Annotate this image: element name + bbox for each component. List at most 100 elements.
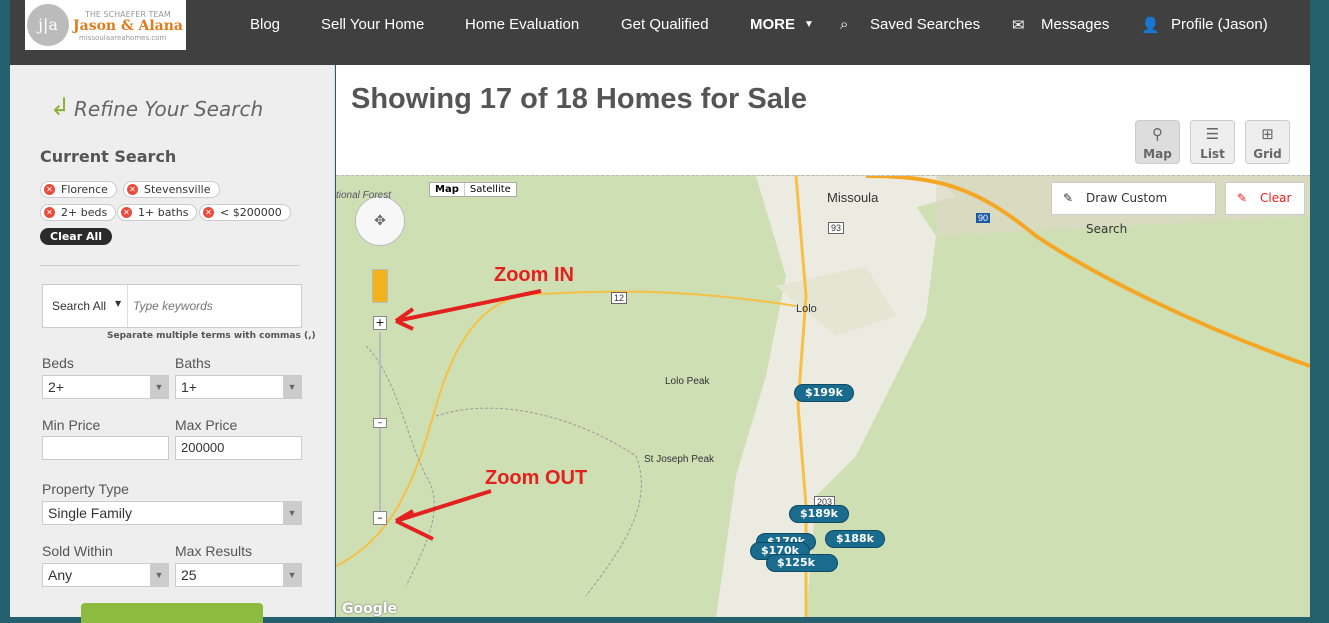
price-marker[interactable]: $199k <box>794 384 854 402</box>
annotation-arrows <box>394 289 542 541</box>
highway-shield: 93 <box>828 222 845 234</box>
highway-shield: 90 <box>976 213 991 223</box>
remove-icon[interactable]: ✕ <box>44 207 55 218</box>
view-list-button[interactable]: ☰ List <box>1190 120 1235 164</box>
price-marker[interactable]: $125k <box>766 554 838 572</box>
remove-icon[interactable]: ✕ <box>203 207 214 218</box>
chevron-down-icon: ▼ <box>150 376 168 398</box>
property-type-value: Single Family <box>48 505 133 521</box>
zoom-slider-handle[interactable]: – <box>373 418 387 428</box>
remove-icon[interactable]: ✕ <box>121 207 132 218</box>
place-label: Lolo <box>796 303 817 315</box>
map[interactable]: Map Satellite ✥ + – – ✎ Draw Custom Searc… <box>336 175 1310 617</box>
nav-qualified[interactable]: Get Qualified <box>621 16 709 33</box>
map-type-satellite[interactable]: Satellite <box>463 183 516 196</box>
max-price-label: Max Price <box>175 417 238 433</box>
chip-label: < $200000 <box>220 206 282 219</box>
annotation-zoom-in: Zoom IN <box>494 264 574 286</box>
chevron-down-icon: ▼ <box>804 19 814 30</box>
envelope-icon: ✉ <box>1012 17 1025 34</box>
button-label: Clear <box>1260 191 1292 205</box>
search-icon: ⌕ <box>840 16 849 33</box>
street-view-pegman[interactable] <box>372 269 388 303</box>
chevron-down-icon: ▼ <box>115 299 122 308</box>
keyword-input[interactable] <box>133 296 293 316</box>
chevron-down-icon: ▼ <box>283 376 301 398</box>
button-label: Draw Custom Search <box>1086 191 1168 236</box>
chip-stevensville[interactable]: ✕ Stevensville <box>123 181 220 198</box>
price-marker[interactable]: $188k <box>825 530 885 548</box>
zoom-out-button[interactable]: – <box>373 511 387 525</box>
property-type-select[interactable]: Single Family ▼ <box>42 501 302 525</box>
nav-more[interactable]: MORE <box>750 16 795 33</box>
pan-control[interactable]: ✥ <box>355 196 405 246</box>
baths-label: Baths <box>175 355 211 371</box>
beds-value: 2+ <box>48 379 64 395</box>
search-scope-select[interactable]: Search All <box>52 299 107 313</box>
baths-value: 1+ <box>181 379 197 395</box>
arrow-icon: ↲ <box>50 93 71 121</box>
current-search-heading: Current Search <box>40 147 177 166</box>
user-icon: 👤 <box>1141 17 1160 34</box>
map-type-map[interactable]: Map <box>435 184 459 195</box>
list-icon: ☰ <box>1205 125 1220 143</box>
place-label: Lolo Peak <box>665 376 710 387</box>
property-type-label: Property Type <box>42 481 129 497</box>
logo-names: Jason & Alana <box>73 18 183 34</box>
remove-icon[interactable]: ✕ <box>127 184 138 195</box>
max-results-value: 25 <box>181 567 197 583</box>
keyword-hint: Separate multiple terms with commas (,) <box>107 331 316 341</box>
clear-map-button[interactable]: ✎ Clear <box>1225 182 1305 215</box>
chip-florence[interactable]: ✕ Florence <box>40 181 117 198</box>
sold-within-label: Sold Within <box>42 543 113 559</box>
beds-label: Beds <box>42 355 74 371</box>
keyword-search: Search All ▼ <box>42 284 302 328</box>
divider <box>40 265 300 266</box>
clear-all-button[interactable]: Clear All <box>40 228 113 245</box>
pencil-icon: ✎ <box>1063 191 1074 205</box>
map-pin-icon: ⚲ <box>1152 125 1163 143</box>
view-grid-button[interactable]: ⊞ Grid <box>1245 120 1290 164</box>
chip-beds[interactable]: ✕ 2+ beds <box>40 204 117 221</box>
place-label: tional Forest <box>336 190 392 201</box>
price-marker[interactable]: $189k <box>789 505 849 523</box>
baths-select[interactable]: 1+ ▼ <box>175 375 302 399</box>
chip-label: Florence <box>61 183 108 196</box>
sold-within-select[interactable]: Any ▼ <box>42 563 169 587</box>
beds-select[interactable]: 2+ ▼ <box>42 375 169 399</box>
chip-baths[interactable]: ✕ 1+ baths <box>117 204 198 221</box>
max-results-select[interactable]: 25 ▼ <box>175 563 302 587</box>
highway-shield: 12 <box>611 292 628 304</box>
logo[interactable]: j|a THE SCHAEFER TEAM Jason & Alana miss… <box>25 0 186 50</box>
nav-evaluation[interactable]: Home Evaluation <box>465 16 580 33</box>
nav-saved-searches[interactable]: Saved Searches <box>870 16 981 33</box>
view-map-button[interactable]: ⚲ Map <box>1135 120 1180 164</box>
sidebar-title: Refine Your Search <box>74 97 264 121</box>
search-button[interactable] <box>81 603 263 623</box>
draw-custom-search-button[interactable]: ✎ Draw Custom Search <box>1051 182 1216 236</box>
annotation-zoom-out: Zoom OUT <box>485 467 588 489</box>
pencil-icon: ✎ <box>1237 191 1248 205</box>
place-label: St Joseph Peak <box>644 454 715 465</box>
view-label: List <box>1200 147 1225 161</box>
chip-label: 2+ beds <box>61 206 108 219</box>
nav-messages[interactable]: Messages <box>1041 16 1110 33</box>
chip-label: 1+ baths <box>138 206 189 219</box>
remove-icon[interactable]: ✕ <box>44 184 55 195</box>
max-price-input[interactable]: 200000 <box>175 436 302 460</box>
chevron-down-icon: ▼ <box>283 502 301 524</box>
nav-blog[interactable]: Blog <box>250 16 281 33</box>
page-title: Showing 17 of 18 Homes for Sale <box>351 83 808 115</box>
grid-icon: ⊞ <box>1261 125 1274 143</box>
sold-within-value: Any <box>48 567 73 583</box>
main-content: Showing 17 of 18 Homes for Sale ⚲ Map ☰ Li… <box>336 65 1310 617</box>
min-price-input[interactable] <box>42 436 169 460</box>
zoom-in-button[interactable]: + <box>373 316 387 330</box>
nav-profile[interactable]: Profile (Jason) <box>1171 16 1268 33</box>
google-logo: Google <box>342 601 398 617</box>
nav-sell[interactable]: Sell Your Home <box>321 16 425 33</box>
view-label: Grid <box>1253 147 1282 161</box>
header: j|a THE SCHAEFER TEAM Jason & Alana miss… <box>10 0 1310 65</box>
chip-price[interactable]: ✕ < $200000 <box>199 204 291 221</box>
min-price-label: Min Price <box>42 417 101 433</box>
